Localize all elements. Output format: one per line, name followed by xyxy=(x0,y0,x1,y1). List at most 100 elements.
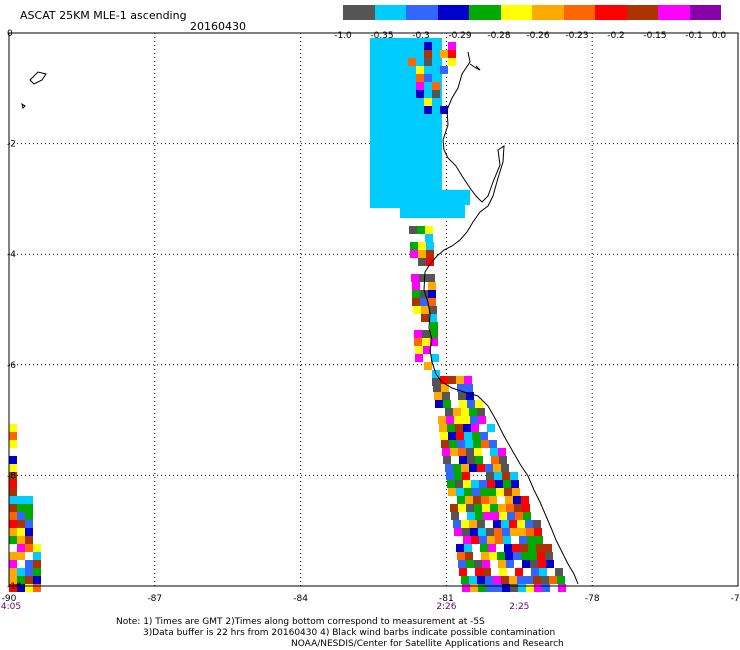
swath-cell xyxy=(483,568,491,576)
swath-cell xyxy=(494,584,502,592)
swath-cell xyxy=(477,464,485,472)
colorbar-swatch xyxy=(406,5,438,20)
swath-cell xyxy=(515,568,523,576)
swath-cell xyxy=(498,560,506,568)
swath-cell xyxy=(412,290,420,298)
swath-cell xyxy=(469,408,477,416)
swath-cell xyxy=(9,528,17,536)
swath-cell xyxy=(419,274,427,282)
swath-cell xyxy=(415,346,423,354)
swath-cell xyxy=(477,408,485,416)
swath-cell xyxy=(501,576,509,584)
swath-cell xyxy=(17,528,25,536)
colorbar-swatch xyxy=(437,5,469,20)
swath-cell xyxy=(512,488,520,496)
swath-cell xyxy=(510,472,518,480)
swath-cell xyxy=(25,512,33,520)
swath-cell xyxy=(432,378,440,386)
swath-cell xyxy=(469,576,477,584)
swath-cell xyxy=(423,346,431,354)
pass-time-labels: 4:05 2:26 2:25 xyxy=(1,602,530,612)
swath-cell xyxy=(454,528,462,536)
swath-cell xyxy=(499,456,507,464)
swath-cell xyxy=(534,528,542,536)
swath-cell xyxy=(9,496,17,504)
swath-cell xyxy=(448,58,456,66)
x-tick-label: -78 xyxy=(585,594,600,604)
map-date: 20160430 xyxy=(190,20,246,33)
swath-cell xyxy=(424,74,432,82)
swath-cell xyxy=(473,440,481,448)
swath-cell xyxy=(462,528,470,536)
swath-cell xyxy=(9,488,17,496)
swath-cell xyxy=(9,568,17,576)
swath-cell xyxy=(495,536,503,544)
swath-cell xyxy=(440,106,448,114)
swath-cell xyxy=(506,560,514,568)
swath-cell xyxy=(424,58,432,66)
x-tick-label: -84 xyxy=(293,594,308,604)
swath-cell xyxy=(25,560,33,568)
swath-cell xyxy=(481,440,489,448)
swath-cell xyxy=(509,520,517,528)
swath-cell xyxy=(428,290,436,298)
swath-cell xyxy=(503,536,511,544)
swath-cell xyxy=(426,250,434,258)
swath-cell xyxy=(479,536,487,544)
swath-cell xyxy=(477,520,485,528)
swath-cell xyxy=(9,464,17,472)
pass-time-label: 2:26 xyxy=(436,602,456,612)
swath-cell xyxy=(450,504,458,512)
swath-cell xyxy=(481,496,489,504)
swath-cell xyxy=(434,392,442,400)
swath-cell xyxy=(439,424,447,432)
swath-cell xyxy=(527,536,535,544)
swath-cell xyxy=(479,480,487,488)
swath-cell xyxy=(410,250,418,258)
swath-cell xyxy=(458,448,466,456)
swath-cell xyxy=(432,90,440,98)
swath-cell xyxy=(9,584,17,592)
pass-time-label: 2:25 xyxy=(509,602,529,612)
swath-cell xyxy=(453,520,461,528)
swath-cell xyxy=(409,226,417,234)
swath-cell xyxy=(431,354,439,362)
swath-cell xyxy=(483,512,491,520)
swath-cell xyxy=(9,424,17,432)
coastline-headland xyxy=(469,63,481,71)
colorbar-swatch xyxy=(626,5,658,20)
swath-cell xyxy=(17,520,25,528)
swath-cell xyxy=(9,456,17,464)
swath-cell xyxy=(537,552,545,560)
swath-cell xyxy=(465,384,473,392)
swath-cell xyxy=(446,472,454,480)
swath-cell xyxy=(25,528,33,536)
swath-cell xyxy=(489,440,497,448)
swath-cell xyxy=(9,480,17,488)
swath-cell xyxy=(440,376,448,384)
swath-cell xyxy=(9,512,17,520)
swath-cell xyxy=(410,242,418,250)
colorbar-label: -0.3 xyxy=(412,31,430,41)
swath-cell xyxy=(461,408,469,416)
swath-cell xyxy=(525,576,533,584)
swath-cell xyxy=(428,298,436,306)
colorbar-label: -0.28 xyxy=(487,31,511,41)
swath-cell xyxy=(448,432,456,440)
swath-cell xyxy=(557,576,565,584)
swath-cell xyxy=(478,416,486,424)
swath-cell xyxy=(462,472,470,480)
swath-cell xyxy=(25,504,33,512)
swath-cell xyxy=(493,464,501,472)
swath-cell xyxy=(25,520,33,528)
swath-cell xyxy=(455,424,463,432)
swath-cell xyxy=(507,512,515,520)
swath-cell xyxy=(545,552,553,560)
swath-cell xyxy=(446,416,454,424)
swath-cell xyxy=(370,38,442,208)
swath-cell xyxy=(9,440,17,448)
swath-cell xyxy=(513,552,521,560)
swath-cell xyxy=(432,82,440,90)
swath-cell xyxy=(470,416,478,424)
swath-cell xyxy=(421,306,429,314)
